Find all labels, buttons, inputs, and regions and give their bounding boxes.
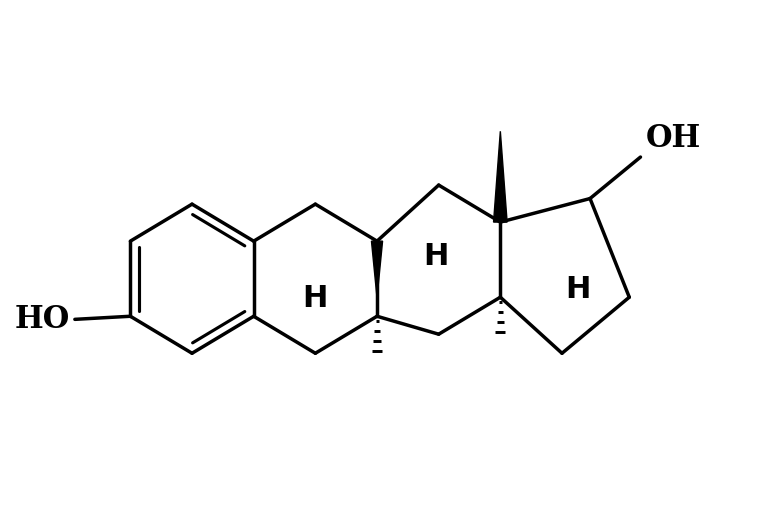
Polygon shape [372, 241, 382, 297]
Polygon shape [494, 131, 507, 222]
Text: H: H [423, 242, 449, 271]
Text: H: H [565, 274, 591, 304]
Text: OH: OH [645, 123, 700, 154]
Text: HO: HO [15, 304, 70, 335]
Text: H: H [303, 284, 328, 313]
